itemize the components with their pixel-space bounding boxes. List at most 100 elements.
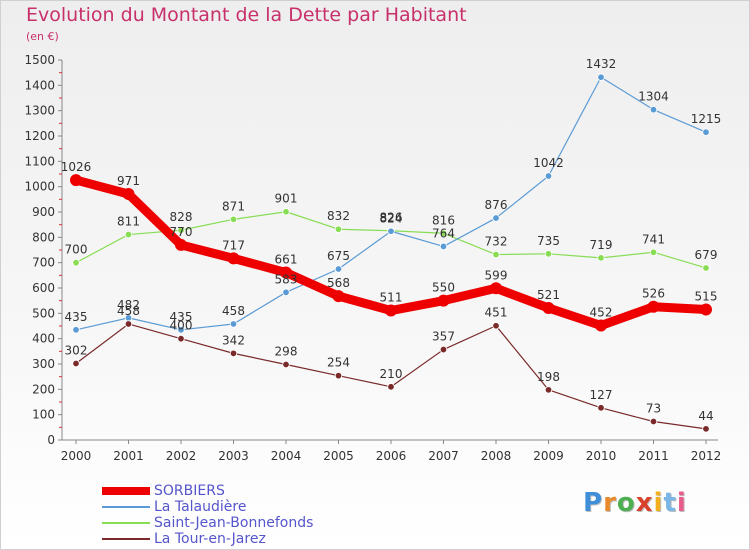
data-point [492,214,500,222]
data-label: 971 [117,174,140,188]
y-tick-label: 1000 [24,180,55,194]
data-label: 828 [170,210,193,224]
data-point [72,258,80,267]
logo-letter: i [653,488,664,518]
data-label: 511 [380,291,403,305]
data-label: 458 [117,304,140,318]
data-point [544,250,553,258]
legend-swatch [102,487,150,495]
data-point [334,225,343,233]
logo-letter: r [603,488,617,518]
data-point [490,282,502,295]
x-tick-label: 2004 [271,449,302,463]
chart-title: Evolution du Montant de la Dette par Hab… [26,4,467,26]
data-point [122,188,135,201]
data-point [492,250,500,259]
data-point [649,248,658,256]
data-point [702,128,710,136]
data-point [177,226,185,234]
data-point [280,266,292,279]
data-label: 302 [65,343,88,357]
data-label: 901 [275,192,298,206]
data-point [439,345,448,354]
data-point [647,300,660,313]
data-label: 1042 [533,156,564,170]
data-label: 811 [117,215,140,229]
data-label: 435 [65,310,88,324]
data-label: 44 [698,409,713,423]
x-tick-label: 2002 [166,449,197,463]
data-label: 732 [485,235,508,249]
y-tick-label: 1300 [24,104,55,118]
y-tick-label: 900 [32,205,55,219]
data-point [649,417,658,426]
data-point [385,304,397,317]
data-label: 254 [327,356,350,370]
data-point [175,238,187,251]
data-label: 816 [432,213,455,227]
data-point [70,174,82,187]
logo-letter: x [635,488,654,518]
data-point [177,334,185,343]
x-tick-label: 2007 [428,449,459,463]
logo-letter: i [676,488,687,518]
data-point [595,319,607,332]
y-tick-label: 1500 [24,53,55,67]
data-label: 550 [432,281,455,295]
data-label: 583 [275,272,298,286]
x-tick-label: 2001 [113,449,144,463]
data-label: 700 [65,243,88,257]
proxiti-logo: Proxiti [583,488,687,518]
data-point [544,386,553,394]
data-label: 357 [432,330,455,344]
y-tick-label: 1200 [24,129,55,143]
data-point [229,320,238,328]
x-tick-label: 2005 [323,449,354,463]
y-tick-label: 500 [32,306,55,320]
chart-subtitle: (en €) [26,30,59,43]
legend-label: Saint-Jean-Bonnefonds [154,515,314,531]
data-label: 824 [380,211,403,225]
data-point [177,326,185,334]
data-point [597,404,605,412]
data-label: 127 [590,388,613,402]
data-label: 832 [327,209,350,223]
data-label: 210 [380,367,403,381]
data-label: 826 [380,211,403,225]
data-point [439,242,448,251]
data-label: 679 [695,248,718,262]
data-label: 770 [170,225,193,239]
data-point [542,302,555,315]
logo-letter: t [663,488,677,518]
data-point [334,371,343,380]
data-label: 73 [646,402,661,416]
x-tick-label: 2011 [638,449,669,463]
y-tick-label: 0 [47,433,55,447]
data-point [72,359,80,368]
data-point [597,254,605,262]
logo-letter: o [616,488,636,518]
data-label: 435 [170,310,193,324]
data-label: 717 [222,238,245,252]
data-point [702,264,710,272]
legend-label: La Talaudière [154,499,247,515]
data-point [72,326,80,334]
data-point [437,294,450,307]
x-tick-label: 2008 [481,449,512,463]
x-tick-label: 2003 [218,449,249,463]
data-point [702,425,710,433]
data-label: 1215 [691,112,722,126]
logo-letter: P [583,488,604,518]
data-label: 451 [485,306,508,320]
data-point [332,290,345,303]
x-tick-label: 2006 [376,449,407,463]
data-label: 1432 [586,57,617,71]
data-label: 871 [222,199,245,213]
data-point [334,265,343,273]
data-label: 452 [590,305,613,319]
data-label: 661 [275,253,298,267]
y-tick-label: 1100 [24,154,55,168]
data-point [387,383,395,391]
y-tick-label: 200 [32,382,55,396]
data-label: 675 [327,249,350,263]
